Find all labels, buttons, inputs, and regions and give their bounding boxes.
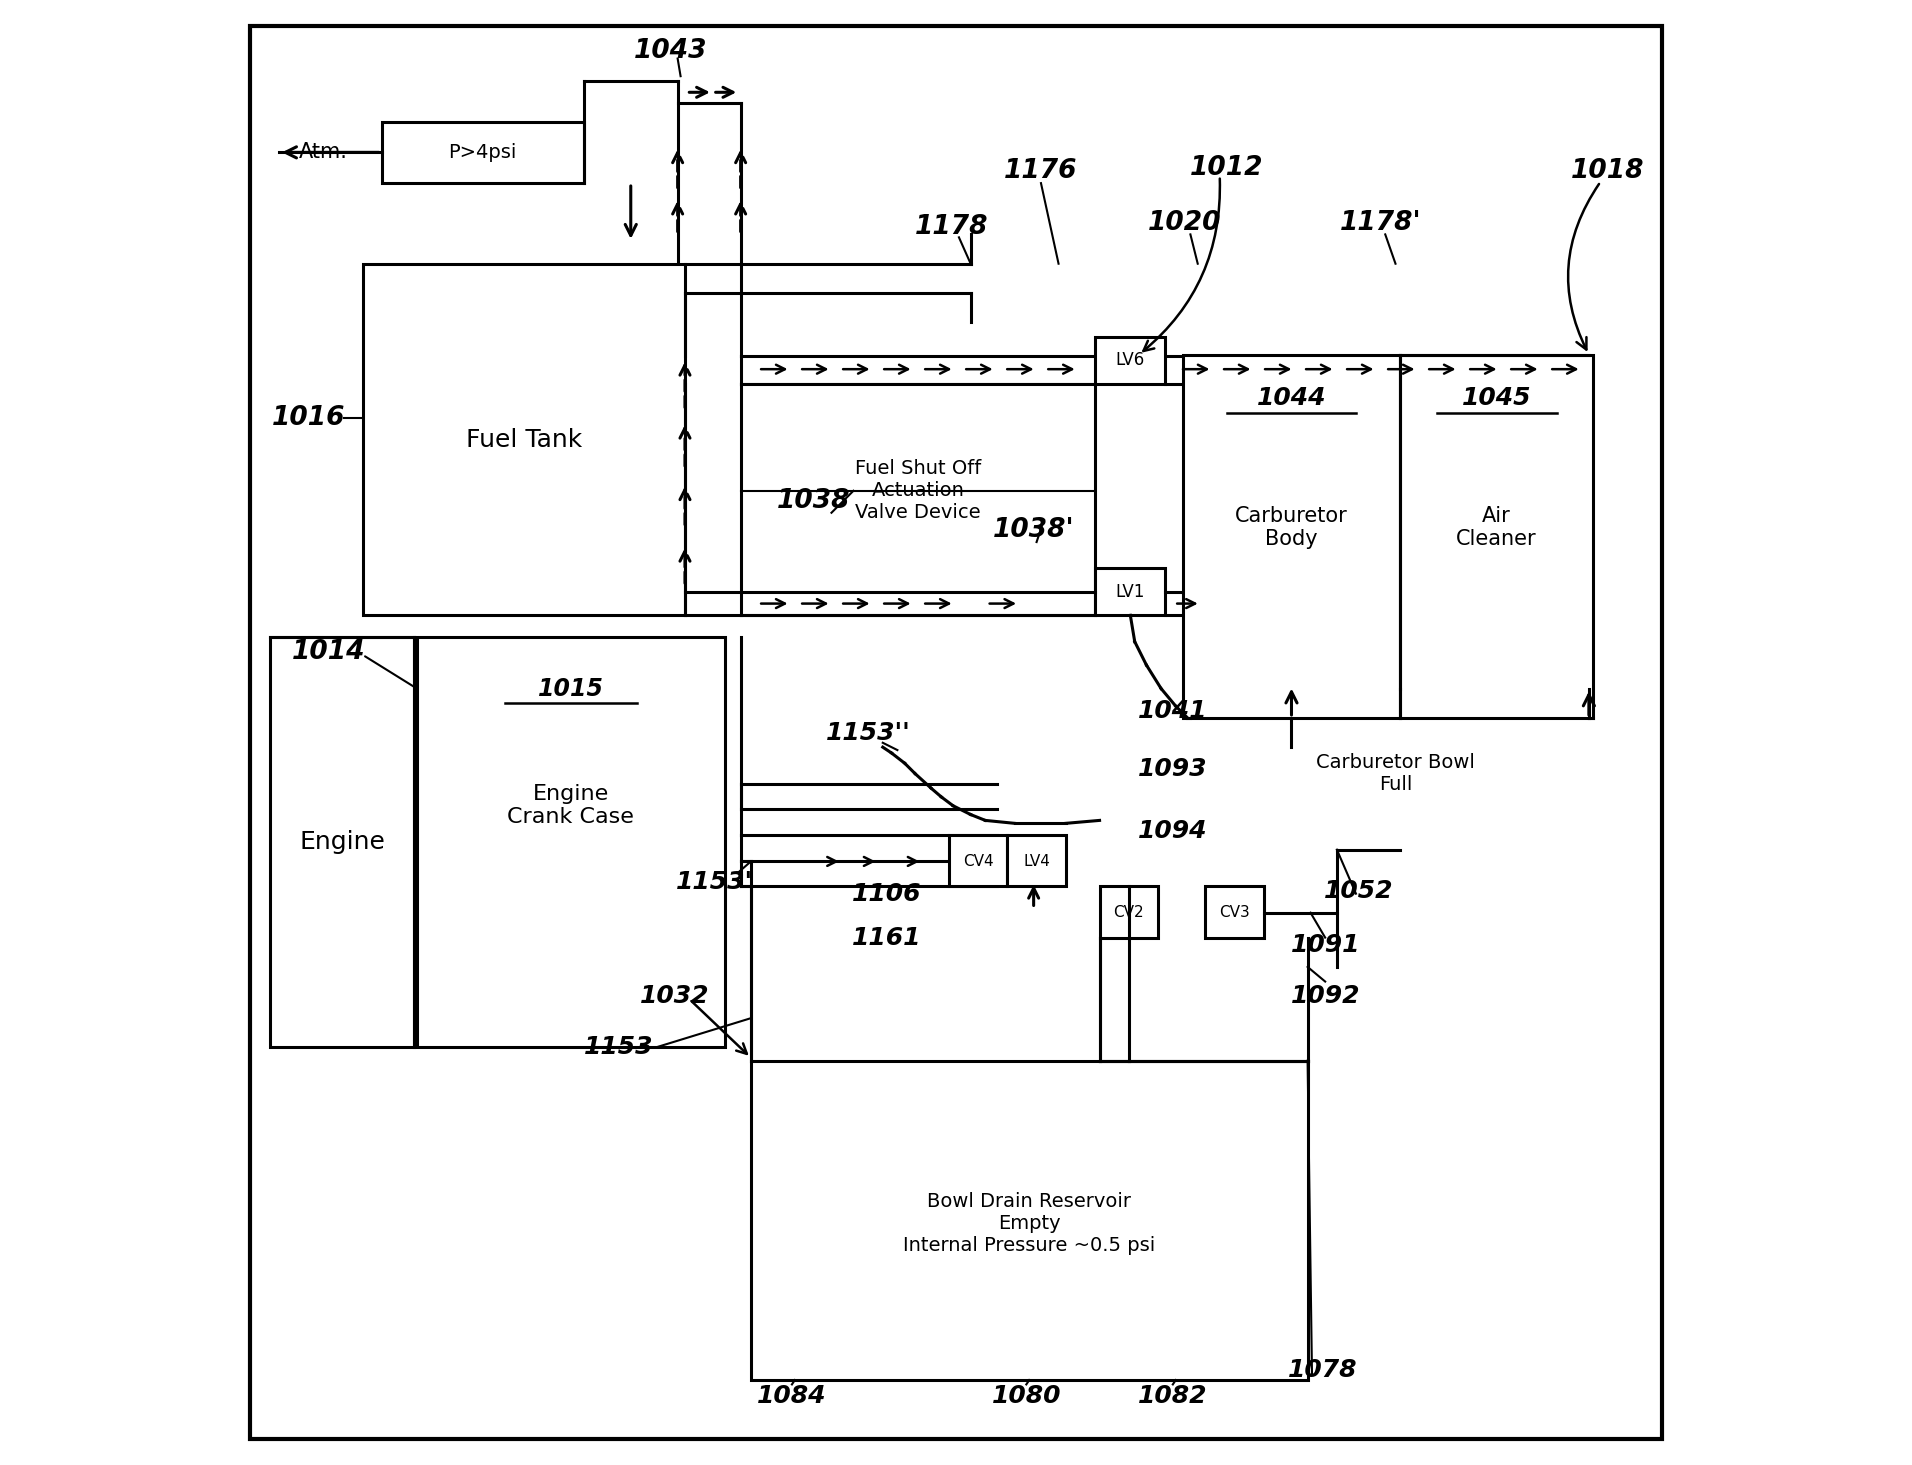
Bar — [751, 1061, 1308, 1380]
Text: 1043: 1043 — [633, 38, 707, 64]
Text: 1016: 1016 — [272, 404, 346, 431]
Text: CV4: CV4 — [962, 854, 994, 869]
Text: 1038': 1038' — [992, 517, 1075, 544]
Text: Fuel Shut Off
Actuation
Valve Device: Fuel Shut Off Actuation Valve Device — [855, 459, 981, 523]
Bar — [363, 264, 684, 615]
Bar — [1400, 355, 1593, 718]
Text: Engine: Engine — [298, 831, 384, 854]
Text: 1045: 1045 — [1463, 387, 1532, 410]
Text: 1014: 1014 — [293, 639, 365, 665]
Bar — [1184, 355, 1400, 718]
Text: 1020: 1020 — [1147, 209, 1222, 236]
Text: 1078: 1078 — [1287, 1358, 1358, 1381]
Text: 1153': 1153' — [675, 870, 753, 894]
Text: 1178: 1178 — [914, 214, 989, 240]
Text: 1106: 1106 — [853, 882, 922, 905]
Bar — [270, 637, 415, 1047]
Text: Fuel Tank: Fuel Tank — [467, 428, 581, 451]
Text: Atm.: Atm. — [298, 142, 348, 163]
Bar — [1096, 568, 1166, 615]
Bar — [1205, 886, 1264, 938]
Text: 1080: 1080 — [992, 1384, 1061, 1408]
Text: 1091: 1091 — [1291, 933, 1359, 957]
Text: CV3: CV3 — [1220, 905, 1250, 920]
Text: 1015: 1015 — [537, 677, 604, 700]
Text: 1041: 1041 — [1138, 699, 1208, 722]
Bar — [1096, 337, 1166, 384]
Bar — [417, 637, 725, 1047]
Text: 1178': 1178' — [1340, 209, 1423, 236]
Bar — [382, 122, 583, 183]
Text: 1094: 1094 — [1138, 819, 1208, 842]
Text: 1092: 1092 — [1291, 984, 1359, 1008]
Text: 1153: 1153 — [585, 1036, 654, 1059]
Bar — [948, 835, 1008, 886]
Text: 1176: 1176 — [1004, 158, 1078, 185]
Text: 1153'': 1153'' — [826, 721, 910, 744]
Text: 1018: 1018 — [1572, 158, 1644, 185]
Bar — [740, 384, 1096, 615]
Text: 1038: 1038 — [776, 488, 851, 514]
Text: LV4: LV4 — [1023, 854, 1050, 869]
Text: 1012: 1012 — [1191, 155, 1264, 182]
Text: 1161: 1161 — [853, 926, 922, 949]
Text: P>4psi: P>4psi — [449, 144, 516, 161]
Text: Carburetor Bowl
Full: Carburetor Bowl Full — [1315, 753, 1474, 794]
Text: CV2: CV2 — [1113, 905, 1143, 920]
Text: 1044: 1044 — [1256, 387, 1327, 410]
Text: LV6: LV6 — [1117, 352, 1145, 369]
Bar — [1099, 886, 1159, 938]
Text: Engine
Crank Case: Engine Crank Case — [507, 784, 635, 828]
Text: 1082: 1082 — [1138, 1384, 1208, 1408]
Text: 1084: 1084 — [757, 1384, 826, 1408]
Text: Bowl Drain Reservoir
Empty
Internal Pressure ~0.5 psi: Bowl Drain Reservoir Empty Internal Pres… — [902, 1191, 1155, 1256]
Text: 1052: 1052 — [1325, 879, 1394, 902]
Text: Air
Cleaner: Air Cleaner — [1457, 505, 1537, 549]
Text: Carburetor
Body: Carburetor Body — [1235, 505, 1348, 549]
Text: 1032: 1032 — [641, 984, 709, 1008]
Text: 1093: 1093 — [1138, 757, 1208, 781]
Bar — [1008, 835, 1065, 886]
Text: LV1: LV1 — [1115, 583, 1145, 601]
